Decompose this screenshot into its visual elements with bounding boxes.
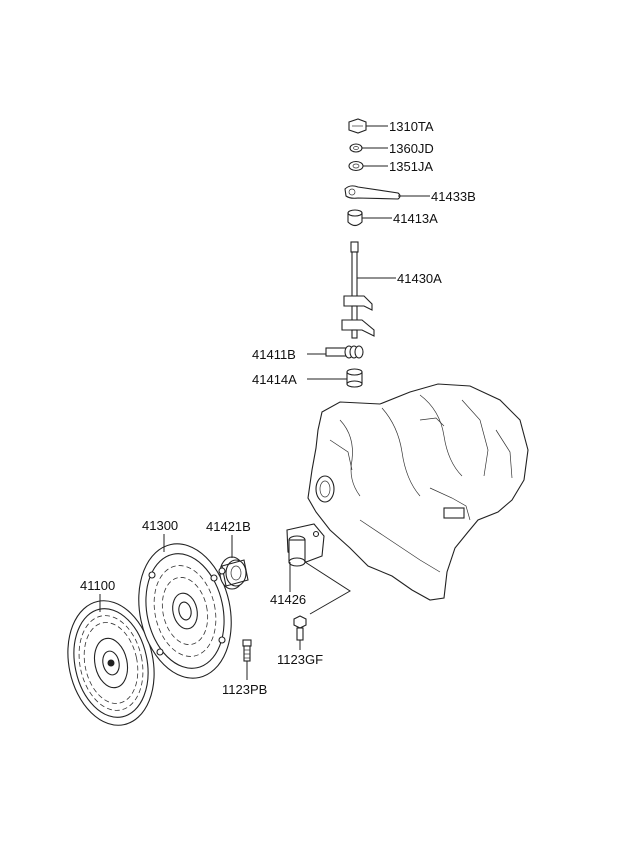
label-41433B: 41433B [431,189,476,204]
label-41100: 41100 [80,578,115,593]
label-1360JD: 1360JD [389,141,434,156]
spring-41411B [325,345,364,359]
label-41421B: 41421B [206,519,251,534]
washer-1351JA [348,160,364,172]
label-41411B: 41411B [252,347,296,362]
label-1351JA: 1351JA [389,159,433,174]
seal-41414A [346,368,363,388]
bushing-41413A [347,209,363,227]
release-bearing-41421B [218,556,249,590]
nut-1310TA [348,118,367,134]
lever-41433B [344,185,401,200]
label-41430A: 41430A [397,271,442,286]
label-41414A: 41414A [252,372,297,387]
clutch-disc-41100 [67,600,155,726]
washer-1360JD [349,143,363,153]
transmission-case [307,383,529,601]
label-41413A: 41413A [393,211,438,226]
release-guide-41426 [286,523,325,567]
bolt-1123GF [293,615,307,641]
shift-shaft-41430A [341,241,375,339]
label-1123PB: 1123PB [222,682,267,697]
pressure-plate-41300 [138,543,232,679]
label-41300: 41300 [142,518,178,533]
label-1310TA: 1310TA [389,119,434,134]
bolt-1123PB [242,639,252,662]
leader-41426-to-case [304,561,351,615]
label-1123GF: 1123GF [277,652,323,667]
label-41426: 41426 [270,592,306,607]
